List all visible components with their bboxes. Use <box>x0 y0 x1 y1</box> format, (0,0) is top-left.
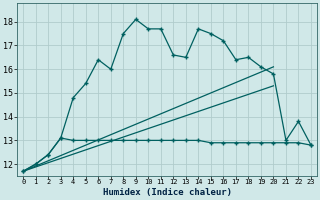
X-axis label: Humidex (Indice chaleur): Humidex (Indice chaleur) <box>103 188 232 197</box>
